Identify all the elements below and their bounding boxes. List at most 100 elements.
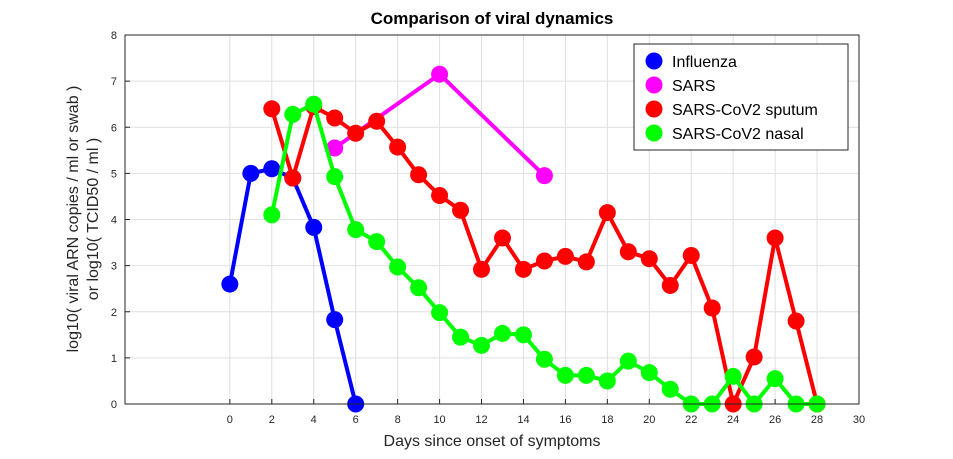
data-point	[535, 167, 553, 185]
data-point	[514, 260, 532, 278]
data-point	[766, 229, 784, 247]
legend-label: Influenza	[672, 54, 737, 71]
data-point	[619, 243, 637, 261]
data-point	[766, 370, 784, 388]
data-point	[326, 139, 344, 157]
x-tick-label: 16	[559, 414, 571, 426]
data-point	[263, 206, 281, 224]
data-point	[724, 367, 742, 385]
data-point	[661, 276, 679, 294]
data-point	[242, 164, 260, 182]
data-point	[263, 160, 281, 178]
x-tick-label: 18	[601, 414, 613, 426]
data-point	[535, 350, 553, 368]
x-tick-label: 30	[853, 414, 865, 426]
y-tick-label: 8	[111, 30, 117, 42]
data-point	[682, 246, 700, 264]
x-axis-label: Days since onset of symptoms	[384, 433, 601, 450]
legend-label: SARS-CoV2 nasal	[672, 126, 804, 143]
y-tick-label: 4	[111, 215, 117, 227]
data-point	[598, 204, 616, 222]
legend-item: SARS	[645, 76, 716, 95]
data-point	[389, 138, 407, 156]
legend-marker	[645, 52, 663, 70]
data-point	[431, 65, 449, 83]
data-point	[745, 348, 763, 366]
y-axis-label-line-2: or log10( TCID50 / ml )	[85, 138, 102, 300]
data-point	[284, 105, 302, 123]
x-tick-label: 0	[227, 414, 233, 426]
data-point	[493, 229, 511, 247]
x-tick-label: 28	[811, 414, 823, 426]
data-point	[577, 366, 595, 384]
legend-marker	[645, 100, 663, 118]
x-tick-label: 22	[685, 414, 697, 426]
x-tick-label: 12	[475, 414, 487, 426]
data-point	[473, 336, 491, 354]
y-axis-label: log10( viral ARN copies / ml or swab ) o…	[65, 86, 102, 353]
y-tick-label: 2	[111, 307, 117, 319]
data-point	[368, 112, 386, 130]
data-point	[577, 253, 595, 271]
data-point	[640, 250, 658, 268]
data-point	[431, 187, 449, 205]
series-sars-cov2-nasal	[263, 95, 826, 413]
data-point	[431, 304, 449, 322]
data-point	[326, 168, 344, 186]
data-point	[263, 100, 281, 118]
data-point	[473, 260, 491, 278]
data-point	[410, 166, 428, 184]
x-tick-label: 26	[769, 414, 781, 426]
data-point	[347, 221, 365, 239]
data-point	[305, 218, 323, 236]
legend-item: Influenza	[645, 52, 737, 71]
legend-marker	[645, 124, 663, 142]
y-tick-label: 7	[111, 76, 117, 88]
data-point	[514, 326, 532, 344]
legend-label: SARS	[672, 78, 716, 95]
data-point	[661, 380, 679, 398]
data-point	[326, 311, 344, 329]
series-group	[221, 65, 826, 413]
x-tick-label: 2	[269, 414, 275, 426]
data-point	[598, 372, 616, 390]
data-point	[368, 233, 386, 251]
legend-box	[633, 43, 849, 151]
data-point	[452, 201, 470, 219]
chart-title: Comparison of viral dynamics	[371, 9, 614, 28]
x-tick-label: 6	[353, 414, 359, 426]
data-point	[284, 169, 302, 187]
y-tick-label: 1	[111, 353, 117, 365]
y-tick-label: 5	[111, 168, 117, 180]
data-point	[703, 299, 721, 317]
legend-label: SARS-CoV2 sputum	[672, 102, 818, 119]
x-tick-label: 4	[311, 414, 317, 426]
x-tick-label: 14	[517, 414, 529, 426]
data-point	[535, 252, 553, 270]
data-point	[556, 247, 574, 265]
data-point	[452, 328, 470, 346]
data-point	[493, 324, 511, 342]
legend-marker	[645, 76, 663, 94]
legend: Influenza SARS SARS-CoV2 sputum SARS-CoV2 n…	[633, 43, 849, 151]
data-point	[389, 258, 407, 276]
data-point	[410, 279, 428, 297]
legend-item: SARS-CoV2 nasal	[645, 124, 804, 143]
data-point	[221, 275, 239, 293]
data-point	[347, 124, 365, 142]
y-tick-label: 6	[111, 122, 117, 134]
data-point	[787, 312, 805, 330]
x-tick-label: 10	[433, 414, 445, 426]
x-tick-label: 20	[643, 414, 655, 426]
data-point	[556, 366, 574, 384]
x-tick-label: 24	[727, 414, 739, 426]
y-tick-label: 0	[111, 399, 117, 411]
data-point	[305, 95, 323, 113]
plot-border	[124, 34, 860, 405]
data-point	[619, 352, 637, 370]
y-tick-label: 3	[111, 261, 117, 273]
legend-item: SARS-CoV2 sputum	[645, 100, 818, 119]
x-tick-label: 8	[395, 414, 401, 426]
